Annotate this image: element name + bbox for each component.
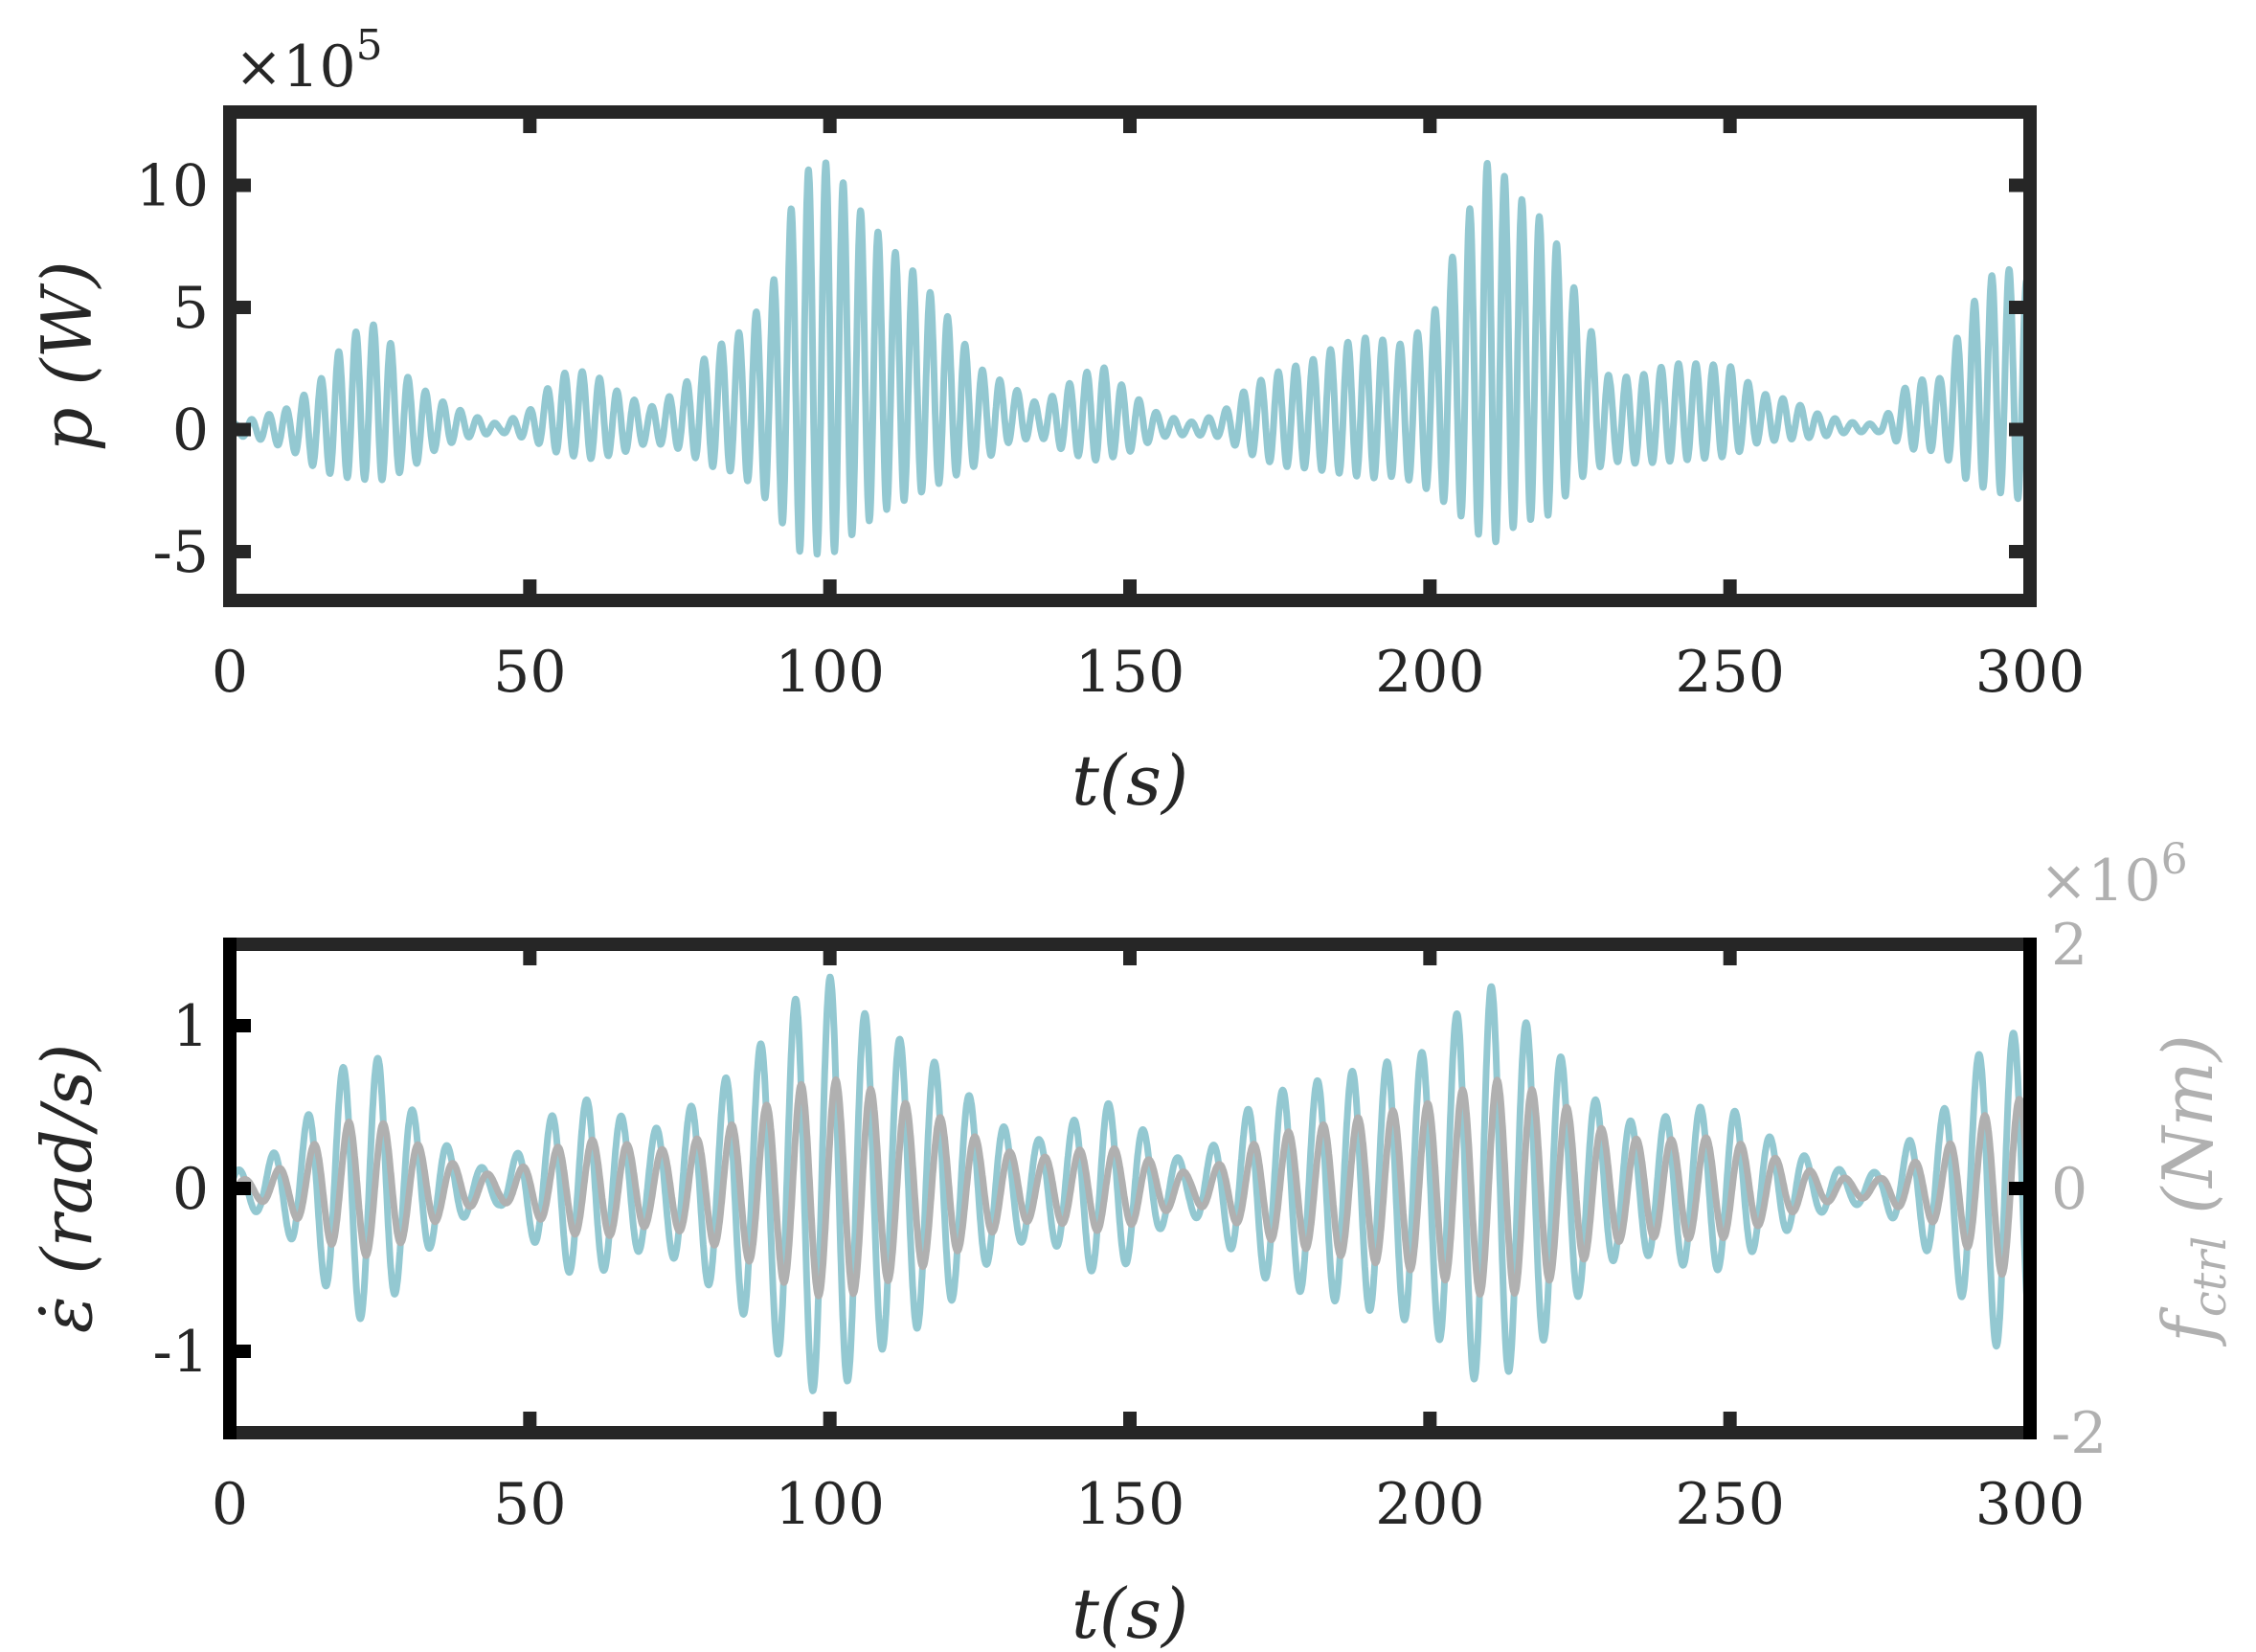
top-power-series (230, 159, 2030, 558)
bottom-y-ticks-right: -2 0 2 (2009, 912, 2107, 1467)
bottom-rate-series (230, 973, 2030, 1394)
bottom-right-y-multiplier: ×106 (2040, 835, 2188, 915)
bottom-x-axis-label: t(s) (1072, 1573, 1188, 1652)
top-y-tick-label: 5 (172, 275, 209, 342)
bottom-left-y-tick-label: 0 (172, 1156, 209, 1223)
bottom-control-torque-series (230, 1076, 2030, 1300)
top-x-tick-label: 200 (1375, 639, 1485, 706)
bottom-x-tick-label: 0 (212, 1471, 248, 1538)
bottom-x-tick-label: 200 (1375, 1471, 1485, 1538)
bottom-left-y-tick-label: -1 (153, 1319, 209, 1386)
bottom-x-tick-label: 50 (493, 1471, 566, 1538)
bottom-right-y-tick-label: 2 (2051, 912, 2087, 979)
top-x-tick-label: 100 (775, 639, 885, 706)
top-y-tick-label: 10 (136, 153, 209, 220)
top-y-multiplier: ×105 (235, 21, 383, 101)
top-x-ticks: 0 50 100 150 200 250 300 (212, 112, 2085, 706)
top-axes-box (223, 105, 2037, 607)
top-x-tick-label: 0 (212, 639, 248, 706)
bottom-x-tick-label: 100 (775, 1471, 885, 1538)
top-y-axis-label: p (W) (27, 260, 107, 451)
top-y-tick-label: 0 (172, 397, 209, 464)
bottom-y-ticks-left: -1 0 1 (153, 993, 251, 1386)
bottom-x-tick-label: 250 (1675, 1471, 1785, 1538)
bottom-left-y-tick-label: 1 (172, 993, 209, 1060)
top-x-tick-label: 150 (1075, 639, 1185, 706)
top-series-group (230, 159, 2030, 558)
top-x-tick-label: 50 (493, 639, 566, 706)
bottom-chart: 0 50 100 150 200 250 300 -1 0 1 -2 0 2 ×106 t(s) ε… (27, 835, 2237, 1652)
bottom-x-ticks: 0 50 100 150 200 250 300 (212, 944, 2085, 1538)
bottom-right-y-tick-label: -2 (2051, 1400, 2107, 1467)
top-x-axis-label: t(s) (1072, 740, 1188, 821)
bottom-x-tick-label: 300 (1975, 1471, 2086, 1538)
bottom-right-y-axis-label: fctrl (Nm) (2148, 1034, 2237, 1346)
top-y-tick-label: -5 (153, 519, 209, 586)
top-y-ticks: -5 0 5 10 (136, 153, 2030, 586)
bottom-right-y-tick-label: 0 (2051, 1156, 2087, 1223)
top-x-tick-label: 250 (1675, 639, 1785, 706)
bottom-x-tick-label: 150 (1075, 1471, 1185, 1538)
top-x-tick-label: 300 (1975, 639, 2086, 706)
bottom-series-group (230, 973, 2030, 1394)
bottom-left-y-axis-label: ε̇ (rad/s) (27, 1044, 107, 1333)
